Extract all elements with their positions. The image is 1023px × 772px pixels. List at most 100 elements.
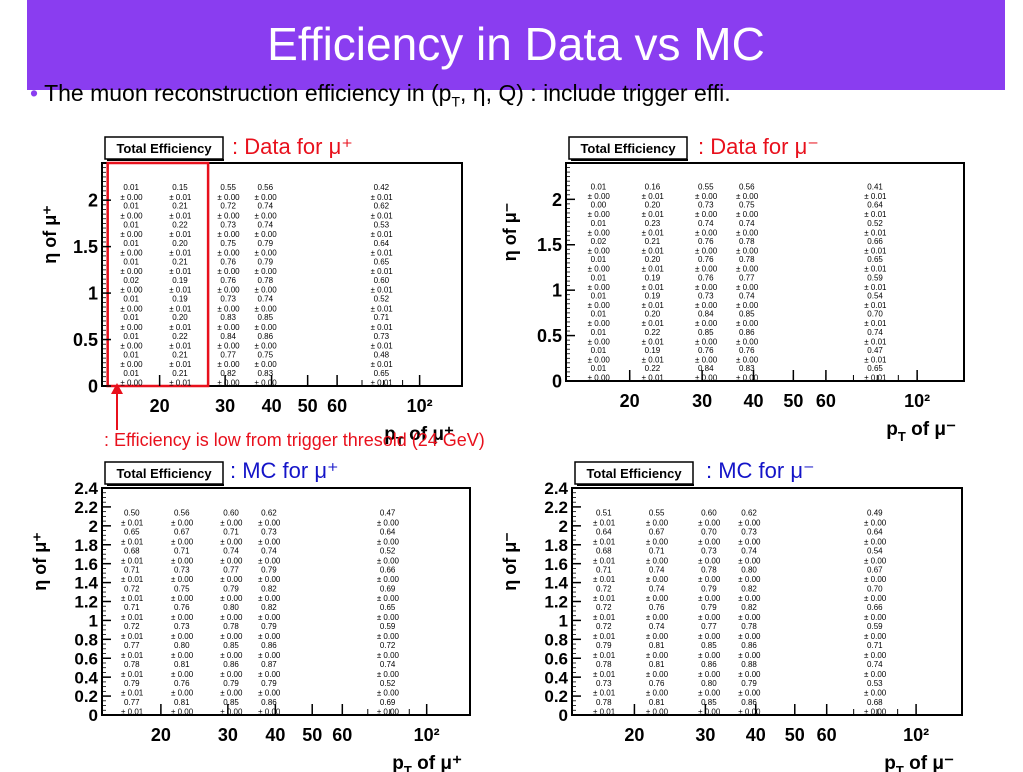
annotation-arrow-icon	[111, 383, 123, 430]
cell-value: 0.78	[124, 660, 140, 669]
cell-value: 0.01	[123, 220, 139, 229]
cell-value: 0.52	[380, 546, 396, 555]
cell-value: 0.21	[172, 350, 188, 359]
plot-frame	[571, 487, 963, 716]
cell-error: ± 0.00	[258, 537, 281, 546]
cell-error: ± 0.00	[255, 379, 278, 388]
cell-error: ± 0.01	[169, 286, 192, 295]
cell-error: ± 0.00	[258, 594, 281, 603]
y-tick-label: 0	[88, 376, 98, 396]
cell-value: 0.83	[739, 364, 755, 373]
cell-value: 0.75	[258, 350, 274, 359]
cell-error: ± 0.00	[695, 228, 718, 237]
cell-value: 0.59	[867, 273, 883, 282]
cell-error: ± 0.00	[217, 193, 240, 202]
cell-error: ± 0.01	[121, 556, 144, 565]
cell-error: ± 0.00	[646, 651, 669, 660]
y-tick-label: 1.4	[74, 574, 98, 593]
cell-value: 0.78	[596, 698, 612, 707]
cell-error: ± 0.00	[120, 379, 143, 388]
cell-error: ± 0.00	[255, 304, 278, 313]
cell-value: 0.01	[123, 183, 139, 192]
y-tick-label: 0.2	[74, 687, 98, 706]
cell-value: 0.71	[174, 546, 190, 555]
cell-error: ± 0.00	[646, 670, 669, 679]
cell-error: ± 0.01	[169, 193, 192, 202]
cell-value: 0.01	[123, 202, 139, 211]
cell-value: 0.66	[380, 565, 396, 574]
slide-title: Efficiency in Data vs MC	[267, 18, 765, 70]
cell-error: ± 0.01	[593, 575, 616, 584]
cell-value: 0.73	[698, 292, 714, 301]
cell-value: 0.55	[220, 183, 236, 192]
x-tick-label: 40	[746, 725, 766, 745]
cell-value: 0.67	[649, 528, 665, 537]
cell-value: 0.20	[172, 239, 188, 248]
cell-error: ± 0.00	[864, 651, 887, 660]
cell-error: ± 0.00	[120, 249, 143, 258]
y-tick-label: 0.5	[537, 326, 562, 346]
cell-value: 0.47	[380, 509, 396, 518]
cell-error: ± 0.00	[646, 632, 669, 641]
x-tick-label: 50	[298, 396, 318, 416]
plot-frame	[565, 162, 965, 382]
cell-error: ± 0.01	[593, 537, 616, 546]
cell-error: ± 0.00	[217, 360, 240, 369]
x-tick-label: 50	[785, 725, 805, 745]
cell-value: 0.50	[124, 509, 140, 518]
cell-value: 0.72	[124, 584, 140, 593]
cell-error: ± 0.01	[121, 518, 144, 527]
cell-error: ± 0.01	[169, 230, 192, 239]
cell-error: ± 0.00	[171, 651, 194, 660]
cell-value: 0.79	[701, 584, 717, 593]
cell-value: 0.65	[124, 528, 140, 537]
cell-value: 0.85	[701, 641, 717, 650]
cell-error: ± 0.01	[121, 613, 144, 622]
cell-error: ± 0.00	[646, 537, 669, 546]
cell-error: ± 0.00	[698, 670, 721, 679]
cell-error: ± 0.01	[593, 708, 616, 717]
cell-value: 0.79	[261, 565, 277, 574]
x-tick-label: 10²	[904, 391, 930, 411]
plot-frame	[101, 487, 471, 716]
cell-value: 0.52	[374, 295, 390, 304]
cell-error: ± 0.01	[121, 575, 144, 584]
cell-error: ± 0.00	[217, 230, 240, 239]
cell-error: ± 0.00	[120, 323, 143, 332]
cell-value: 0.62	[741, 509, 757, 518]
cell-error: ± 0.00	[217, 211, 240, 220]
cell-value: 0.74	[258, 295, 274, 304]
cell-value: 0.77	[739, 273, 755, 282]
cell-error: ± 0.00	[695, 265, 718, 274]
bullet-suffix: , η, Q) : include trigger effi.	[460, 80, 731, 106]
cell-value: 0.01	[591, 219, 607, 228]
cell-error: ± 0.00	[171, 575, 194, 584]
cell-error: ± 0.01	[371, 249, 394, 258]
cell-error: ± 0.01	[371, 323, 394, 332]
cell-error: ± 0.00	[698, 594, 721, 603]
cell-value: 0.83	[220, 313, 236, 322]
cell-error: ± 0.00	[738, 518, 761, 527]
cell-value: 0.86	[741, 641, 757, 650]
cell-error: ± 0.00	[864, 556, 887, 565]
cell-value: 0.73	[220, 295, 236, 304]
cell-value: 0.55	[649, 509, 665, 518]
cell-value: 0.77	[124, 698, 140, 707]
cell-value: 0.75	[220, 239, 236, 248]
cell-value: 0.01	[591, 183, 607, 192]
cell-value: 0.68	[596, 546, 612, 555]
cell-value: 0.70	[867, 584, 883, 593]
cell-value: 0.60	[701, 509, 717, 518]
cell-value: 0.85	[701, 698, 717, 707]
cell-value: 0.73	[374, 332, 390, 341]
cell-error: ± 0.01	[864, 374, 887, 383]
cell-error: ± 0.00	[698, 708, 721, 717]
cell-value: 0.69	[380, 698, 396, 707]
cell-value: 0.85	[223, 641, 239, 650]
cell-error: ± 0.00	[736, 355, 759, 364]
cell-value: 0.66	[867, 603, 883, 612]
cell-value: 0.80	[701, 679, 717, 688]
cell-error: ± 0.01	[169, 341, 192, 350]
cell-value: 0.82	[741, 603, 757, 612]
cell-value: 0.73	[261, 528, 277, 537]
